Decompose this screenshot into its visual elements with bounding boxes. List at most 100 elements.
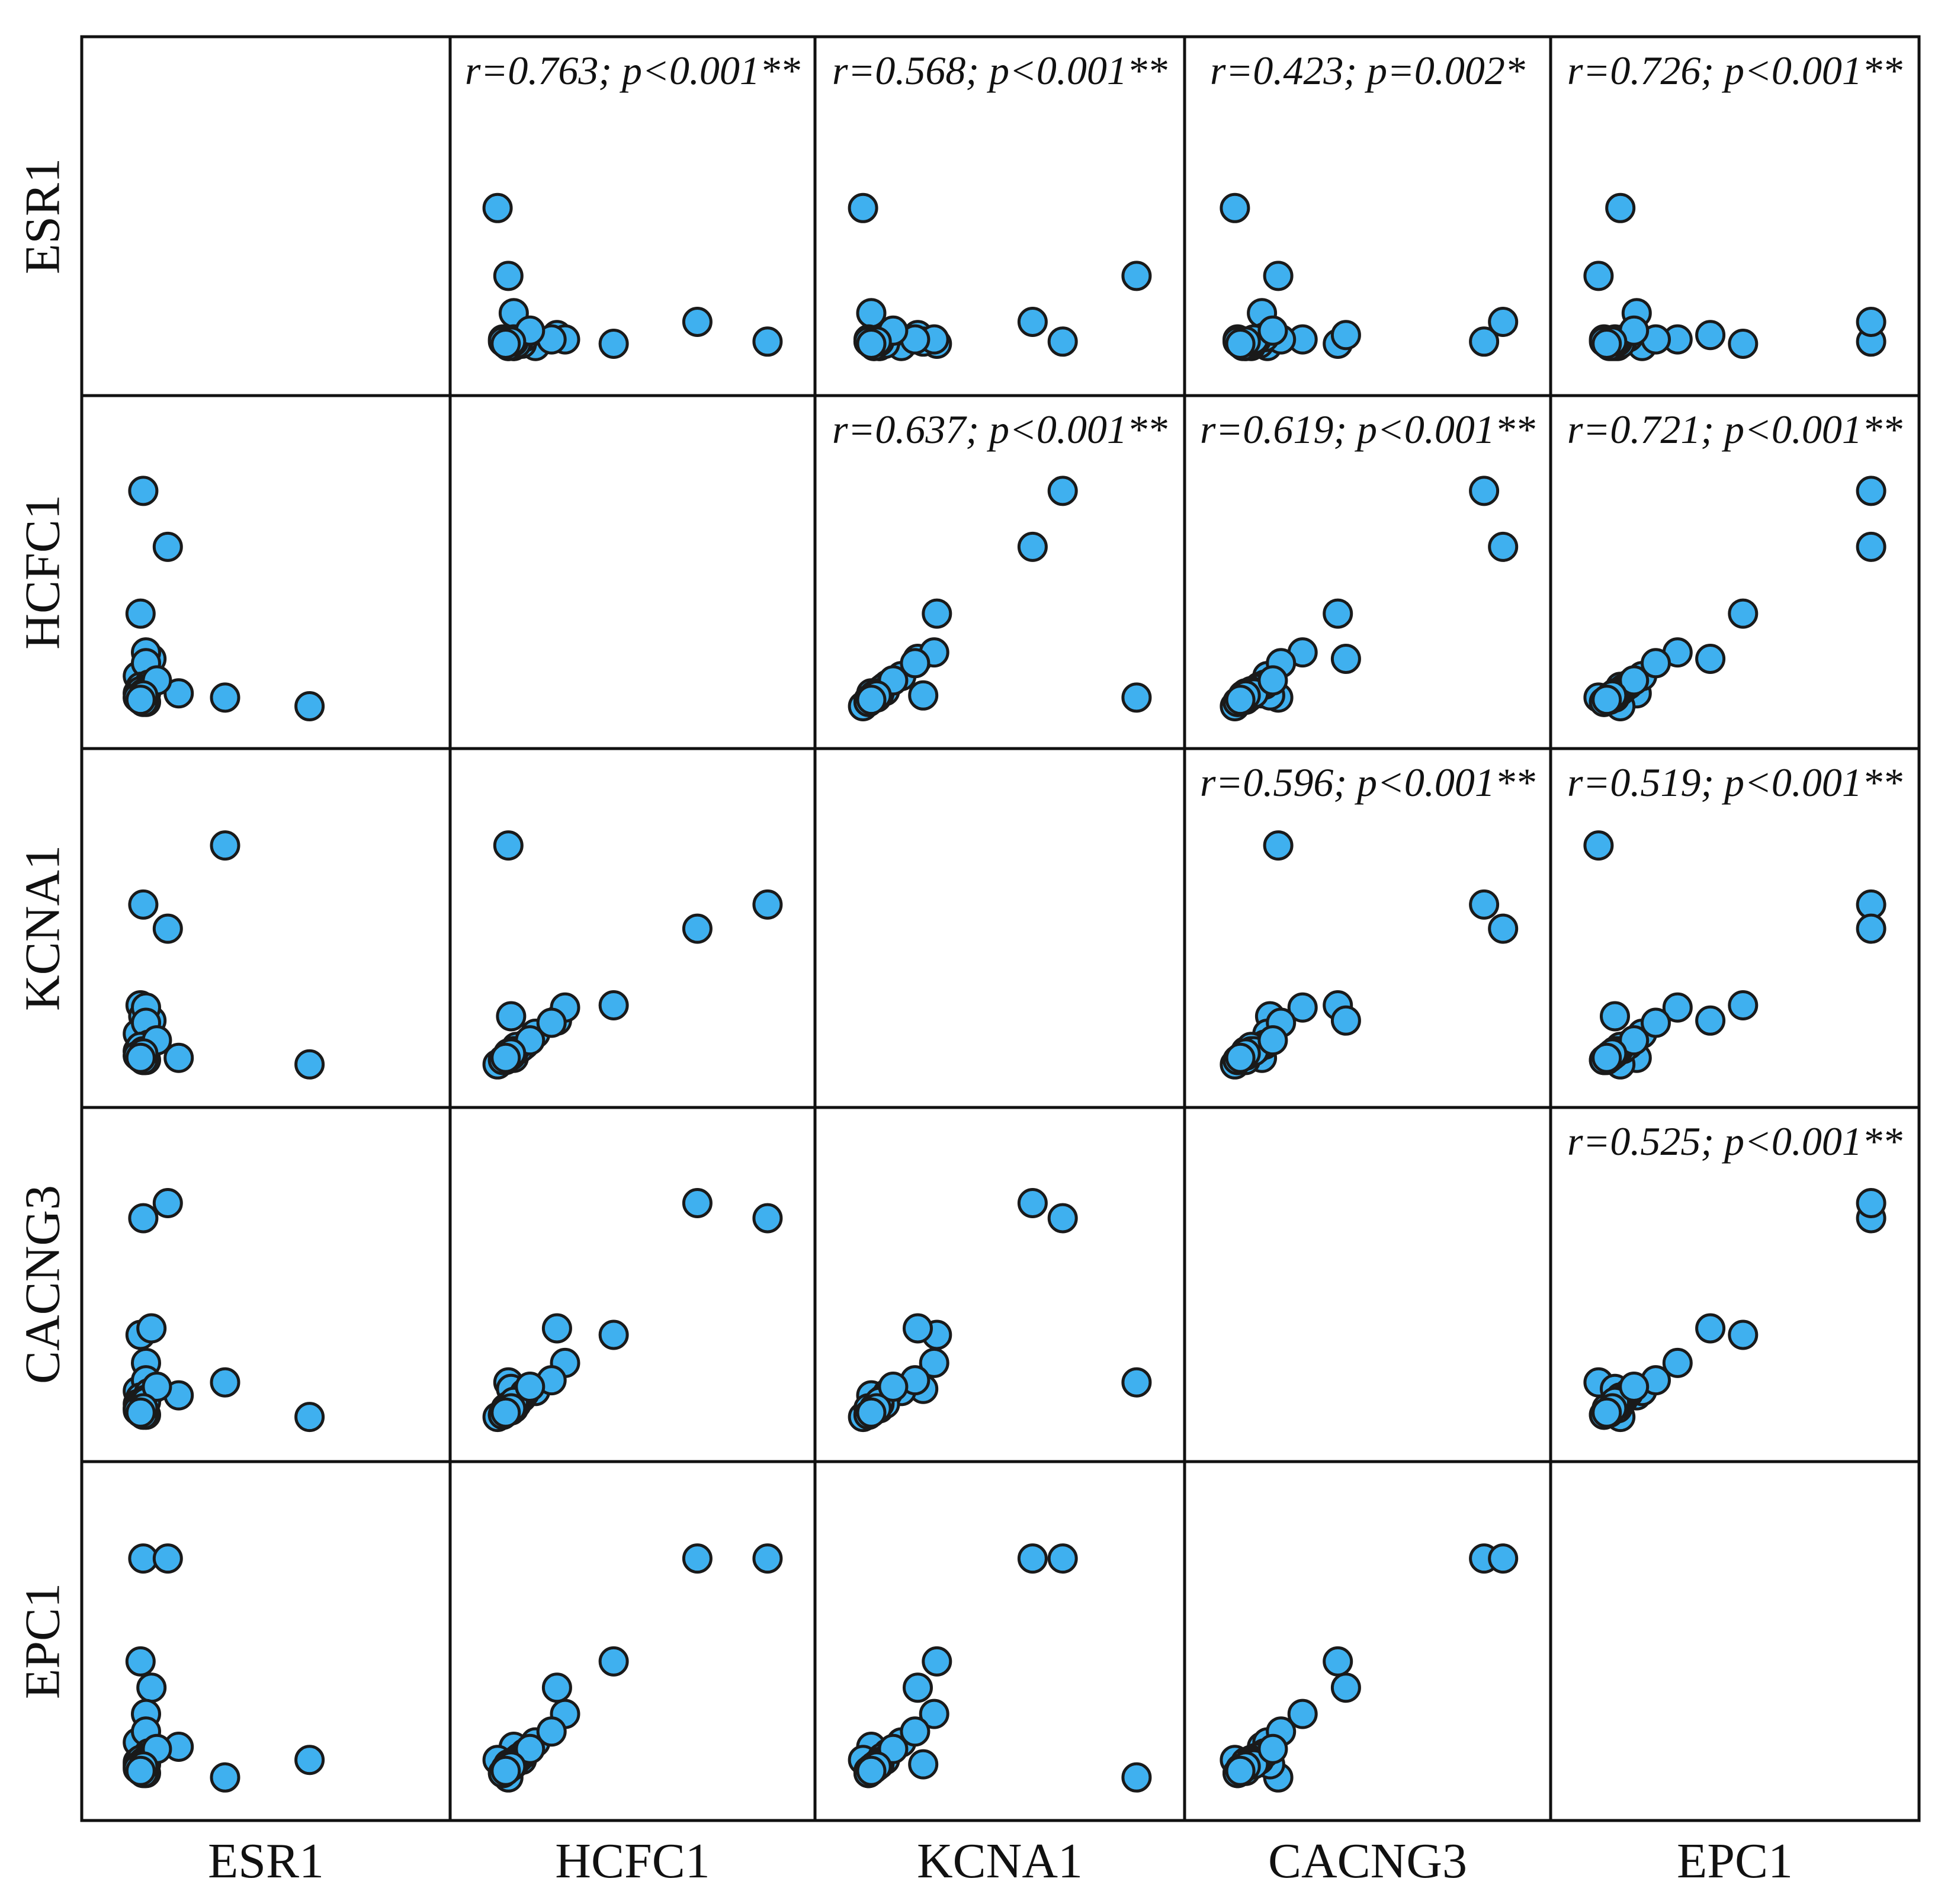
data-point: [1856, 913, 1886, 944]
correlation-label: r=0.525; p<0.001**: [1567, 1119, 1902, 1164]
data-point: [294, 691, 325, 721]
data-point: [490, 1755, 521, 1786]
data-point: [1728, 990, 1759, 1020]
row-labels: ESR1 HCFC1 KCNA1 CACNG3 EPC1: [15, 158, 70, 1699]
data-point: [1641, 1007, 1671, 1038]
data-point: [903, 1672, 933, 1703]
cell-esr1-vs-esr1: [80, 35, 452, 397]
cell-kcna1-vs-hcfc1: [448, 747, 817, 1109]
data-point: [1695, 1005, 1726, 1036]
data-point: [210, 682, 240, 713]
data-point: [515, 1733, 546, 1764]
data-point: [752, 1543, 783, 1574]
correlation-label: r=0.726; p<0.001**: [1567, 48, 1902, 93]
data-point: [1225, 1755, 1256, 1786]
data-point: [922, 598, 952, 629]
data-point: [1469, 476, 1500, 506]
data-point: [1592, 1397, 1622, 1428]
data-point: [493, 830, 524, 861]
data-point: [1225, 329, 1256, 359]
data-point: [1728, 598, 1759, 629]
data-point: [152, 1188, 183, 1218]
row-label-cacng3: CACNG3: [15, 1185, 70, 1384]
data-point: [152, 531, 183, 562]
data-point: [493, 261, 524, 291]
data-point: [1047, 326, 1078, 357]
cell-frame: [80, 35, 452, 397]
data-point: [1225, 685, 1256, 715]
data-point: [878, 1372, 909, 1402]
cell-hcfc1-vs-hcfc1: [448, 394, 817, 750]
correlation-label: r=0.637; p<0.001**: [832, 407, 1167, 452]
data-point: [294, 1402, 325, 1433]
column-label-hcfc1: HCFC1: [555, 1834, 710, 1889]
cell-cacng3-vs-esr1: [80, 1106, 452, 1463]
data-point: [1330, 1672, 1361, 1703]
data-point: [1592, 329, 1622, 359]
cell-cacng3-vs-kcna1: [813, 1106, 1186, 1463]
correlation-label: r=0.519; p<0.001**: [1567, 760, 1902, 805]
data-point: [1047, 476, 1078, 506]
cell-frame: [813, 747, 1186, 1109]
cell-epc1-vs-esr1: [80, 1460, 452, 1822]
data-point: [1583, 261, 1614, 291]
cell-epc1-vs-kcna1: [813, 1460, 1186, 1822]
data-point: [1641, 648, 1671, 679]
data-point: [136, 1672, 167, 1703]
cell-esr1-vs-hcfc1: [448, 35, 817, 397]
data-point: [152, 1543, 183, 1574]
data-point: [1263, 261, 1294, 291]
data-point: [1592, 685, 1622, 715]
data-point: [125, 1755, 156, 1786]
data-point: [1488, 307, 1519, 337]
data-point: [163, 1042, 194, 1073]
cell-epc1-vs-hcfc1: [448, 1460, 817, 1822]
row-label-epc1: EPC1: [15, 1583, 70, 1699]
data-point: [536, 1007, 567, 1038]
data-point: [1121, 261, 1152, 291]
data-point: [1856, 476, 1886, 506]
data-point: [1017, 1188, 1048, 1218]
column-label-esr1: ESR1: [208, 1834, 324, 1889]
correlation-label: r=0.596; p<0.001**: [1200, 760, 1535, 805]
data-point: [1017, 307, 1048, 337]
data-point: [848, 192, 878, 223]
row-label-esr1: ESR1: [15, 158, 70, 274]
correlation-label: r=0.619; p<0.001**: [1200, 407, 1535, 452]
cell-esr1-vs-kcna1: [813, 35, 1186, 397]
data-point: [1605, 192, 1636, 223]
row-label-kcna1: KCNA1: [15, 845, 70, 1011]
data-point: [136, 1313, 167, 1344]
data-point: [922, 1646, 952, 1677]
data-point: [1121, 682, 1152, 713]
data-point: [490, 1042, 521, 1073]
data-point: [125, 1397, 156, 1428]
data-point: [1220, 192, 1250, 223]
data-point: [598, 990, 629, 1020]
data-point: [856, 1397, 887, 1428]
data-point: [1047, 1543, 1078, 1574]
cell-kcna1-vs-cacng3: [1183, 747, 1552, 1109]
data-point: [163, 678, 194, 709]
data-point: [682, 1188, 713, 1218]
data-point: [1330, 1005, 1361, 1036]
cell-esr1-vs-epc1: [1549, 35, 1921, 397]
data-point: [515, 1372, 546, 1402]
data-point: [1323, 598, 1353, 629]
data-point: [490, 329, 521, 359]
data-point: [1469, 326, 1500, 357]
data-point: [1856, 1188, 1886, 1218]
cell-kcna1-vs-epc1: [1549, 747, 1921, 1109]
data-point: [142, 1372, 172, 1402]
data-point: [125, 685, 156, 715]
data-point: [1257, 1025, 1288, 1056]
data-point: [1263, 830, 1294, 861]
data-point: [598, 329, 629, 359]
data-point: [1488, 531, 1519, 562]
data-point: [125, 1646, 156, 1677]
data-point: [490, 1397, 521, 1428]
data-point: [1121, 1367, 1152, 1398]
data-point: [210, 1367, 240, 1398]
data-point: [1017, 1543, 1048, 1574]
